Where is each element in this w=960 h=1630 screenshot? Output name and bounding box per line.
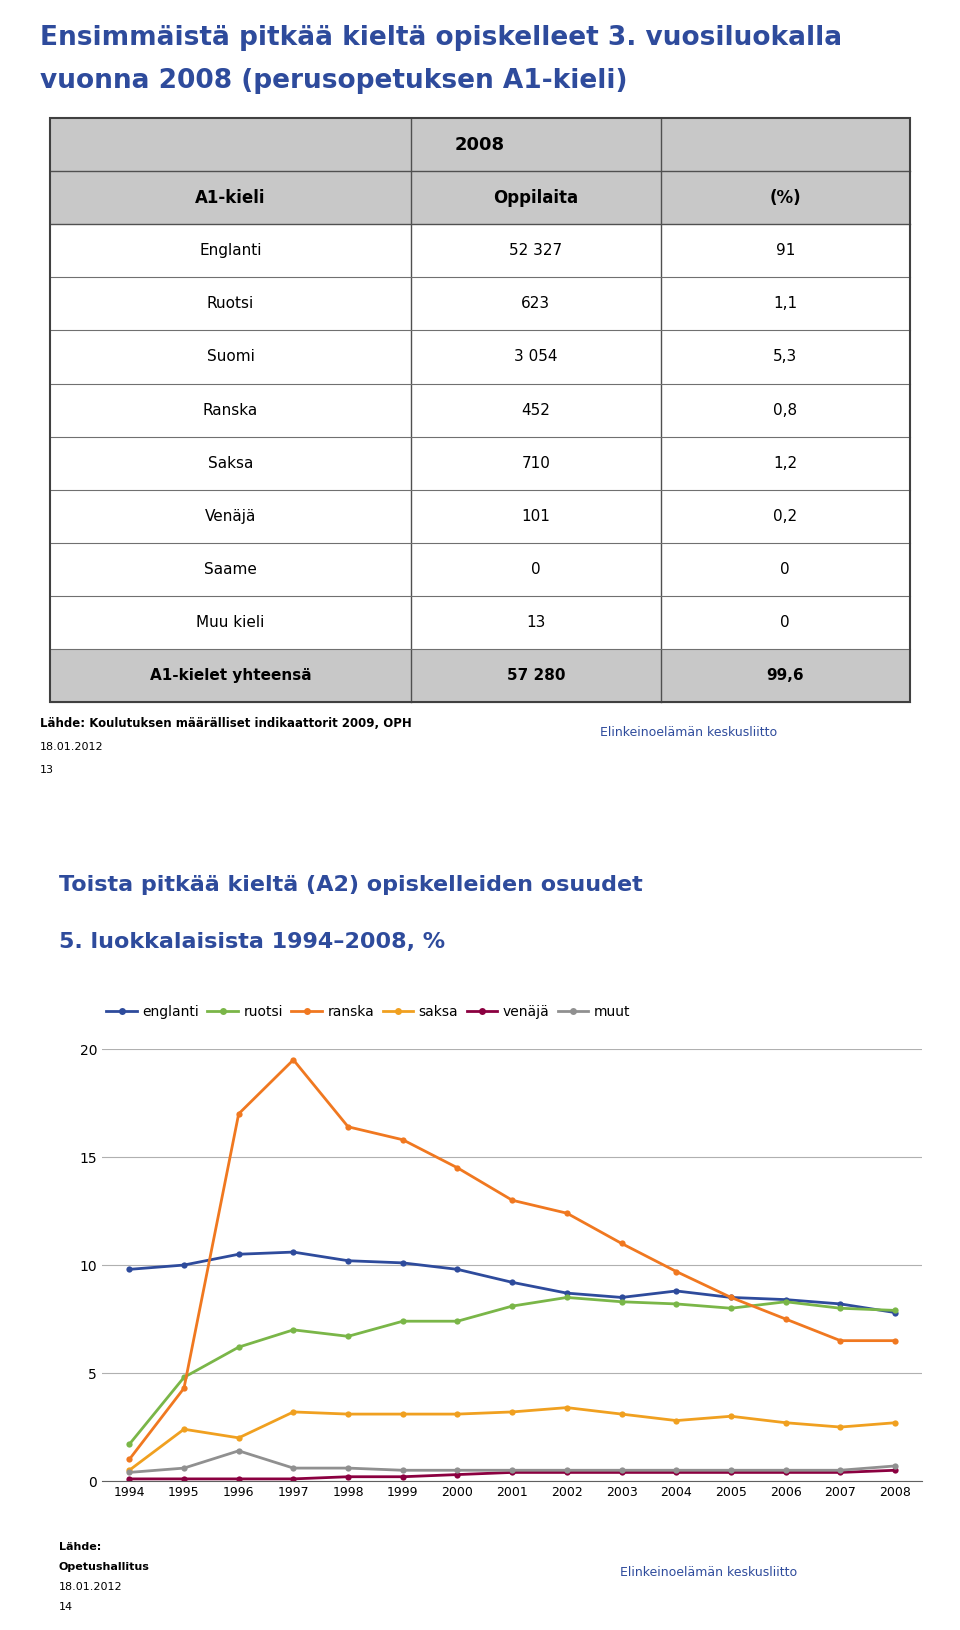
Text: Ensimmäistä pitkää kieltä opiskelleet 3. vuosiluokalla: Ensimmäistä pitkää kieltä opiskelleet 3.… — [40, 24, 842, 51]
Text: 3 054: 3 054 — [515, 349, 558, 365]
Text: 57 280: 57 280 — [507, 668, 565, 683]
Text: Suomi: Suomi — [206, 349, 254, 365]
Text: Elinkeinoelämän keskusliitto: Elinkeinoelämän keskusliitto — [600, 725, 778, 738]
Bar — [50, 117, 910, 171]
Text: Opetushallitus: Opetushallitus — [59, 1562, 150, 1573]
Text: 13: 13 — [40, 764, 54, 774]
Text: 5,3: 5,3 — [773, 349, 798, 365]
Text: 0: 0 — [780, 615, 790, 629]
Text: 101: 101 — [521, 509, 550, 523]
Text: Elinkeinoelämän keskusliitto: Elinkeinoelämän keskusliitto — [620, 1565, 797, 1578]
Text: 0,8: 0,8 — [773, 403, 798, 417]
Text: 91: 91 — [776, 243, 795, 258]
Text: 18.01.2012: 18.01.2012 — [40, 742, 104, 753]
Text: 1,1: 1,1 — [773, 297, 798, 311]
Text: vuonna 2008 (perusopetuksen A1-kieli): vuonna 2008 (perusopetuksen A1-kieli) — [40, 68, 628, 93]
Text: Venäjä: Venäjä — [204, 509, 256, 523]
Text: (%): (%) — [770, 189, 801, 207]
Text: Lähde:: Lähde: — [59, 1542, 101, 1552]
Text: 710: 710 — [521, 456, 550, 471]
Text: 0,2: 0,2 — [773, 509, 798, 523]
Text: Ranska: Ranska — [203, 403, 258, 417]
Text: 13: 13 — [526, 615, 545, 629]
Text: 99,6: 99,6 — [766, 668, 804, 683]
Text: Oppilaita: Oppilaita — [493, 189, 579, 207]
Text: 1,2: 1,2 — [773, 456, 798, 471]
Text: 0: 0 — [780, 562, 790, 577]
Bar — [50, 171, 910, 225]
Text: Muu kieli: Muu kieli — [197, 615, 265, 629]
Text: 5. luokkalaisista 1994–2008, %: 5. luokkalaisista 1994–2008, % — [59, 931, 445, 952]
Text: 14: 14 — [59, 1602, 73, 1612]
Text: A1-kieli: A1-kieli — [195, 189, 266, 207]
Text: 452: 452 — [521, 403, 550, 417]
Text: 2008: 2008 — [455, 135, 505, 153]
Text: Lähde: Koulutuksen määrälliset indikaattorit 2009, OPH: Lähde: Koulutuksen määrälliset indikaatt… — [40, 717, 412, 730]
Text: Saame: Saame — [204, 562, 257, 577]
Text: A1-kielet yhteensä: A1-kielet yhteensä — [150, 668, 311, 683]
Text: Toista pitkää kieltä (A2) opiskelleiden osuudet: Toista pitkää kieltä (A2) opiskelleiden … — [59, 875, 642, 895]
Text: Saksa: Saksa — [208, 456, 253, 471]
Bar — [50, 649, 910, 703]
Text: 18.01.2012: 18.01.2012 — [59, 1581, 123, 1593]
Text: 52 327: 52 327 — [510, 243, 563, 258]
Text: 0: 0 — [531, 562, 540, 577]
Text: Ruotsi: Ruotsi — [207, 297, 254, 311]
Text: 623: 623 — [521, 297, 550, 311]
Legend: englanti, ruotsi, ranska, saksa, venäjä, muut: englanti, ruotsi, ranska, saksa, venäjä,… — [101, 999, 636, 1025]
Text: Englanti: Englanti — [200, 243, 262, 258]
